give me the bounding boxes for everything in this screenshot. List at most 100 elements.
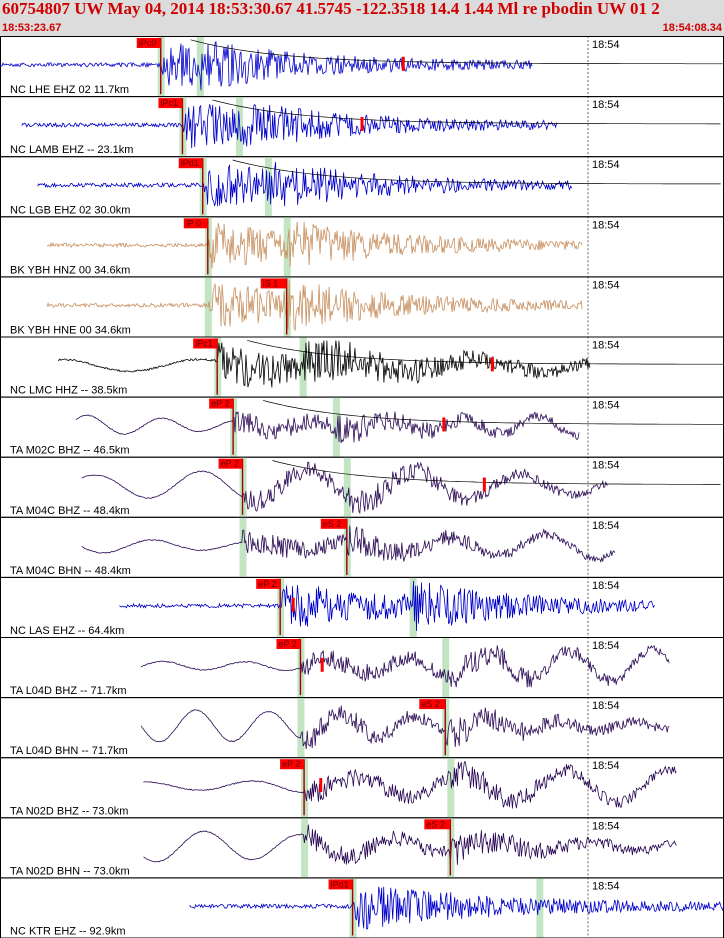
- station-label: BK YBH HNE 00 34.6km: [10, 325, 131, 337]
- trace-panel: 18:54 eS 2 TA M04C BHN -- 48.4km: [0, 516, 724, 578]
- phase-window-band: [301, 818, 309, 878]
- s-pick-label: eS 2: [323, 519, 342, 529]
- p-pick-box: [209, 398, 234, 409]
- trace-panel: 18:54 eS 2 TA N02D BHN -- 73.0km: [0, 817, 724, 879]
- minute-tick-label: 18:54: [592, 340, 620, 352]
- waveform: [143, 761, 677, 809]
- waveform: [81, 525, 616, 563]
- s-pick-label: iS 1: [263, 278, 279, 288]
- phase-window-band: [442, 638, 450, 698]
- p-pick-box: [256, 578, 281, 589]
- event-title: 60754807 UW May 04, 2014 18:53:30.67 41.…: [2, 0, 660, 18]
- p-pick-box: [158, 98, 183, 109]
- waveform: [57, 340, 591, 388]
- p-pick-box: [193, 338, 218, 349]
- phase-window-band: [447, 758, 455, 818]
- trace-panel: 18:54 eP 2 TA N02D BHZ -- 73.0km: [0, 757, 724, 819]
- p-pick-box: [280, 759, 305, 770]
- p-pick-label: iPc1: [160, 98, 178, 108]
- waveform: [140, 705, 670, 750]
- minute-tick-label: 18:54: [592, 820, 620, 832]
- s-pick-box: [320, 518, 347, 529]
- station-label: NC LHE EHZ 02 11.7km: [10, 84, 129, 96]
- p-pick-label: iPd1: [331, 879, 349, 889]
- p-pick-label: eP 2: [221, 459, 239, 469]
- station-label: TA N02D BHN -- 73.0km: [10, 865, 130, 877]
- amplitude-marker: [442, 417, 446, 432]
- amplitude-marker: [360, 116, 364, 131]
- amplitude-marker: [319, 778, 323, 793]
- time-start-label: 18:53:23.67: [2, 22, 62, 34]
- minute-tick-label: 18:54: [592, 760, 620, 772]
- p-pick-box: [276, 639, 301, 649]
- minute-tick-label: 18:54: [592, 279, 620, 291]
- p-pick-label: eP 2: [211, 399, 229, 409]
- station-label: NC LGB EHZ 02 30.0km: [10, 204, 130, 216]
- minute-tick-label: 18:54: [592, 460, 620, 472]
- waveform: [143, 824, 677, 865]
- minute-tick-label: 18:54: [592, 159, 620, 171]
- amplitude-marker: [291, 597, 295, 612]
- waveform: [140, 645, 670, 688]
- coda-decay-curve: [263, 400, 724, 425]
- p-pick-label: iPc1: [195, 339, 213, 349]
- amplitude-marker: [490, 357, 494, 372]
- waveform: [75, 410, 580, 444]
- trace-panel: 18:54 iPc0 NC LHE EHZ 02 11.7km: [0, 36, 724, 98]
- phase-window-band: [332, 397, 340, 457]
- s-pick-box: [260, 278, 287, 289]
- station-label: TA N02D BHZ -- 73.0km: [10, 805, 128, 817]
- waveform: [119, 580, 655, 632]
- coda-decay-curve: [212, 99, 721, 125]
- minute-tick-label: 18:54: [592, 39, 620, 51]
- p-pick-box: [328, 879, 353, 890]
- s-pick-label: eS 2: [421, 699, 440, 709]
- phase-window-band: [239, 517, 247, 577]
- waveform: [21, 103, 558, 149]
- coda-decay-curve: [272, 460, 721, 485]
- coda-decay-curve: [247, 339, 724, 365]
- trace-panel: 18:54 iP 0 BK YBH HNZ 00 34.6km: [0, 216, 724, 278]
- waveform: [0, 41, 533, 91]
- minute-tick-label: 18:54: [592, 880, 620, 892]
- minute-tick-label: 18:54: [592, 640, 620, 652]
- trace-panel: 18:54 eP 2 NC LAS EHZ -- 64.4km: [0, 576, 724, 639]
- phase-window-band: [343, 457, 351, 517]
- p-pick-box: [136, 38, 161, 48]
- waveform: [37, 161, 572, 207]
- p-pick-label: eP 2: [278, 639, 296, 649]
- amplitude-marker: [482, 477, 486, 492]
- s-pick-box: [424, 819, 451, 830]
- amplitude-marker: [320, 657, 324, 672]
- waveform: [81, 461, 608, 515]
- station-label: NC LMC HHZ -- 38.5km: [10, 385, 127, 397]
- p-pick-label: iP 0: [186, 218, 201, 228]
- station-label: TA L04D BHN -- 71.7km: [10, 745, 128, 757]
- p-pick-box: [178, 158, 203, 169]
- station-label: TA M04C BHN -- 48.4km: [10, 565, 131, 577]
- trace-panel: 18:54 eP 2 TA L04D BHZ -- 71.7km: [0, 637, 724, 699]
- trace-panel: 18:54 iPd1 NC KTR EHZ -- 92.9km: [0, 877, 724, 938]
- phase-window-band: [283, 217, 291, 277]
- phase-window-band: [409, 577, 417, 637]
- waveform: [46, 221, 583, 269]
- coda-decay-curve: [190, 39, 723, 65]
- time-end-label: 18:54:08.34: [662, 22, 722, 34]
- minute-tick-label: 18:54: [592, 580, 620, 592]
- station-label: BK YBH HNZ 00 34.6km: [10, 264, 130, 276]
- trace-panel: 18:54 eP 2 TA M04C BHZ -- 48.4km: [0, 456, 724, 518]
- p-pick-label: eP 2: [258, 579, 276, 589]
- station-label: TA M02C BHZ -- 46.5km: [10, 445, 130, 457]
- minute-tick-label: 18:54: [592, 400, 620, 412]
- station-label: NC LAMB EHZ -- 23.1km: [10, 144, 133, 156]
- coda-decay-curve: [232, 159, 721, 185]
- trace-panel: 18:54 iPc1 NC LAMB EHZ -- 23.1km: [0, 96, 724, 158]
- p-pick-label: iPc0: [139, 38, 157, 48]
- trace-panel: 18:54 eS 2 TA L04D BHN -- 71.7km: [0, 697, 724, 759]
- header-bar: 60754807 UW May 04, 2014 18:53:30.67 41.…: [0, 0, 724, 36]
- seismogram-panel: 18:54 iPc0 NC LHE EHZ 02 11.7km 18:54 iPc1 NC…: [0, 36, 724, 938]
- s-pick-box: [419, 699, 446, 710]
- station-label: NC KTR EHZ -- 92.9km: [10, 926, 126, 938]
- trace-panel: 18:54 eP 2 TA M02C BHZ -- 46.5km: [0, 396, 724, 458]
- station-label: TA M04C BHZ -- 48.4km: [10, 505, 130, 517]
